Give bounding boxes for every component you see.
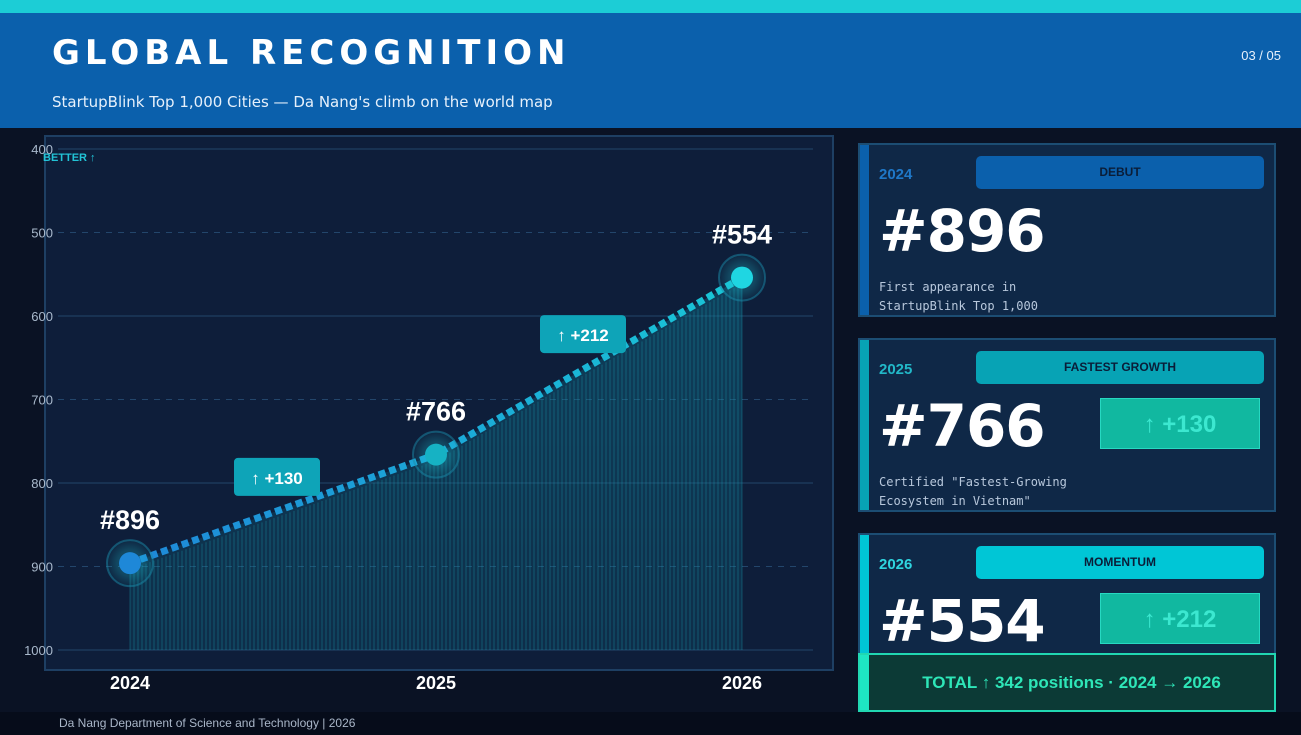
card-year: 2025 xyxy=(879,361,913,378)
point-rank-label: #896 xyxy=(100,505,160,535)
area-hatching xyxy=(129,283,743,650)
delta-label: ↑ +212 xyxy=(557,326,609,345)
top-accent-strip xyxy=(0,0,1301,13)
x-tick-label: 2024 xyxy=(110,673,150,693)
header: GLOBAL RECOGNITION StartupBlink Top 1,00… xyxy=(0,13,1301,128)
card-tag-badge: DEBUT xyxy=(976,156,1264,189)
card-tag-badge: MOMENTUM xyxy=(976,546,1264,579)
rank-chart: 400 500 600 700 800 900 1000 BETTER ↑ ↑ +130 ↑ +2… xyxy=(24,135,834,693)
y-tick-label: 700 xyxy=(31,393,53,408)
page-title: GLOBAL RECOGNITION xyxy=(52,33,571,73)
better-direction-note: BETTER ↑ xyxy=(43,152,96,164)
card-rank: #896 xyxy=(879,197,1046,265)
card-accent-bar xyxy=(860,535,869,705)
card-rank: #766 xyxy=(879,392,1046,460)
card-delta-badge: ↑ +212 xyxy=(1100,593,1260,644)
chart-panel: 400 500 600 700 800 900 1000 BETTER ↑ ↑ +130 ↑ +2… xyxy=(0,128,845,708)
card-description: Certified "Fastest-Growing Ecosystem in … xyxy=(879,475,1067,508)
card-description: First appearance in StartupBlink Top 1,0… xyxy=(879,280,1038,313)
milestone-card-2024: 2024 DEBUT #896 First appearance in Startup… xyxy=(858,143,1276,317)
y-tick-label: 900 xyxy=(31,560,53,575)
y-tick-label: 800 xyxy=(31,476,53,491)
y-tick-label: 500 xyxy=(31,226,53,241)
y-tick-label: 1000 xyxy=(24,643,53,658)
y-tick-label: 400 xyxy=(31,142,53,157)
data-point xyxy=(731,266,753,289)
total-accent-bar xyxy=(860,655,869,710)
data-point xyxy=(425,443,447,466)
card-rank: #554 xyxy=(879,587,1046,655)
footer: Da Nang Department of Science and Techno… xyxy=(0,712,1301,735)
total-text: TOTAL ↑ 342 positions · 2024 → 2026 xyxy=(922,673,1221,692)
card-year: 2024 xyxy=(879,166,913,183)
point-rank-label: #766 xyxy=(406,397,466,427)
delta-badge: ↑ +212 xyxy=(540,315,626,354)
total-summary: TOTAL ↑ 342 positions · 2024 → 2026 xyxy=(858,653,1276,712)
footer-text: Da Nang Department of Science and Techno… xyxy=(59,716,356,730)
page-subtitle: StartupBlink Top 1,000 Cities — Da Nang'… xyxy=(52,93,553,111)
y-tick-label: 600 xyxy=(31,309,53,324)
point-rank-label: #554 xyxy=(712,220,772,250)
page-indicator: 03 / 05 xyxy=(1241,48,1281,63)
milestone-card-2025: 2025 FASTEST GROWTH #766 Certified "Fastest… xyxy=(858,338,1276,512)
delta-label: ↑ +130 xyxy=(251,469,303,488)
x-tick-label: 2025 xyxy=(416,673,456,693)
x-tick-label: 2026 xyxy=(722,673,762,693)
delta-badge: ↑ +130 xyxy=(234,457,320,496)
data-point xyxy=(119,552,141,575)
card-accent-bar xyxy=(860,145,869,315)
card-delta-badge: ↑ +130 xyxy=(1100,398,1260,449)
card-tag-badge: FASTEST GROWTH xyxy=(976,351,1264,384)
card-year: 2026 xyxy=(879,556,913,573)
card-accent-bar xyxy=(860,340,869,510)
